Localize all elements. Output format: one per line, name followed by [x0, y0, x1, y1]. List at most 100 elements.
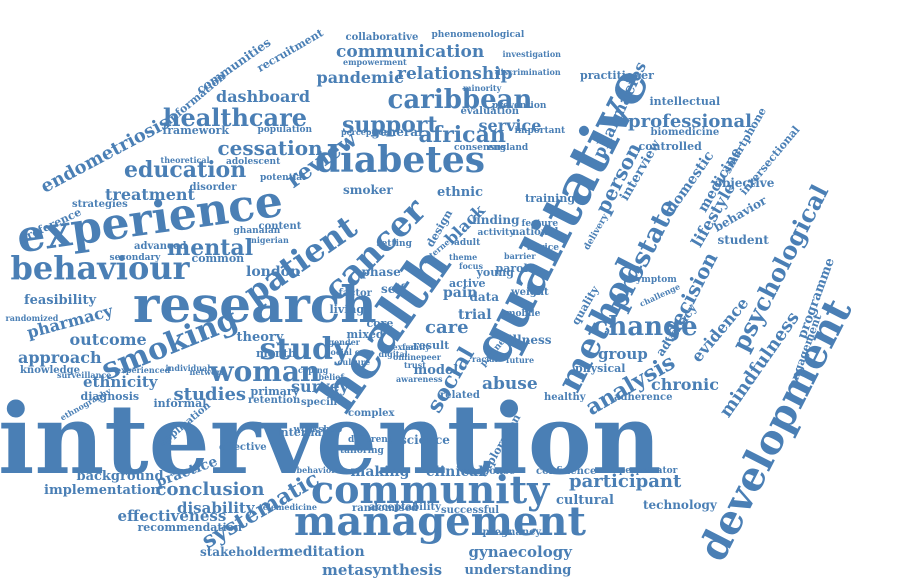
word-professional: professional [628, 111, 752, 132]
word-focus: focus [459, 261, 483, 271]
word-disability: disability [177, 498, 255, 517]
word-feasibility: feasibility [24, 292, 97, 308]
word-framework: framework [162, 123, 230, 137]
word-background: background [76, 468, 164, 484]
word-month: month [256, 346, 297, 360]
word-general: general [371, 125, 423, 139]
word-perception: perception [341, 127, 390, 137]
word-making: making [350, 464, 410, 480]
word-illness: illness [508, 333, 552, 347]
word-advanced: advanced [134, 241, 187, 252]
word-chronic: chronic [651, 375, 719, 394]
word-weight: weight [511, 287, 549, 298]
word-treatment: treatment [105, 185, 195, 204]
word-care: care [425, 317, 469, 338]
word-living: living [329, 302, 365, 316]
word-ethnic: ethnic [437, 184, 484, 200]
word-behaviour: behaviour [10, 249, 190, 287]
word-feature: feature [521, 218, 559, 229]
word-smoker: smoker [343, 183, 393, 197]
word-trust: trust [404, 360, 426, 370]
word-survey: survey [291, 377, 349, 396]
word-recommendation: recommendation [137, 520, 243, 534]
word-different: different [348, 434, 392, 445]
word-surveillance: surveillance [57, 370, 112, 380]
word-communication: communication [336, 41, 485, 62]
word-finding: finding [472, 213, 520, 227]
word-primary: primary [250, 384, 300, 398]
word-family: family [402, 342, 430, 352]
word-physical: physical [575, 361, 626, 375]
word-barrier: barrier [504, 251, 536, 261]
word-england: england [487, 142, 529, 153]
word-participant: participant [569, 471, 682, 492]
word-successful: successful [441, 505, 500, 516]
word-research: research [133, 275, 377, 334]
word-nigerian: nigerian [251, 235, 289, 245]
word-sexual: sexual [388, 342, 417, 352]
word-digital: digital [378, 349, 408, 359]
word-intellectual: intellectual [649, 94, 721, 108]
word-setting: setting [376, 238, 412, 249]
word-woman: woman [209, 355, 321, 388]
word-content: content [258, 221, 302, 232]
word-gender: gender [328, 337, 360, 347]
word-prevention: prevention [492, 100, 547, 111]
word-advice: advice [527, 242, 559, 253]
word-secondary: secondary [109, 252, 161, 263]
word-peer: peer [421, 352, 441, 362]
word-theoretical: theoretical [160, 155, 210, 165]
word-related: related [440, 390, 480, 401]
word-pregnancy: pregnancy [482, 527, 542, 538]
word-knowledge: knowledge [20, 365, 80, 376]
word-cultural: cultural [556, 492, 614, 508]
word-confidence: confidence [536, 466, 597, 477]
word-network: network [189, 367, 227, 377]
word-theory: theory [236, 329, 284, 345]
word-ghanaian: ghanaian [233, 225, 281, 236]
word-social-care: social care [326, 347, 375, 357]
word-diagnosis: diagnosis [80, 389, 140, 403]
word-response: response [465, 466, 516, 477]
word-specific: specific [301, 397, 344, 408]
word-london: london [246, 264, 301, 280]
word-young: young [476, 265, 514, 279]
word-mixed: mixed [346, 327, 384, 341]
word-study: study [259, 332, 351, 367]
word-behavioral: behavioral [296, 465, 344, 475]
word-adherence: adherence [614, 392, 673, 403]
word-strategies: strategies [72, 199, 128, 210]
word-trial: trial [458, 307, 492, 323]
word-theme: theme [449, 252, 478, 262]
word-studies: studies [173, 384, 247, 405]
word-data: data [469, 290, 499, 304]
word-consensus: consensus [454, 142, 507, 153]
word-ethnicity: ethnicity [83, 372, 158, 391]
word-healthcare: healthcare [163, 103, 307, 132]
word-collaborative: collaborative [345, 32, 419, 43]
word-mental: mental [167, 235, 254, 261]
word-model: model [413, 362, 459, 378]
word-perpetrator: perpetrator [619, 465, 678, 476]
word-adolescent: adolescent [226, 156, 281, 167]
word-phenomenological: phenomenological [431, 29, 525, 40]
word-student: student [717, 233, 769, 247]
word-informal: informal [153, 396, 207, 410]
word-tailoring: tailoring [340, 445, 384, 456]
word-coping: coping [298, 365, 329, 375]
word-african: african [418, 122, 506, 148]
word-relationship: relationship [397, 63, 513, 84]
word-stakeholder: stakeholder [200, 545, 280, 559]
word-pandemic: pandemic [316, 68, 404, 87]
word-understanding: understanding [464, 562, 572, 578]
word-factor: factor [338, 288, 372, 299]
word-service: service [478, 116, 542, 135]
word-activity: activity [477, 227, 515, 238]
word-national: national [512, 227, 559, 238]
word-internal: internal [276, 425, 326, 439]
word-symptom: symptom [631, 274, 677, 285]
word-experienced: experienced [116, 365, 171, 375]
word-support: support [342, 112, 438, 138]
word-management: management [294, 498, 586, 545]
